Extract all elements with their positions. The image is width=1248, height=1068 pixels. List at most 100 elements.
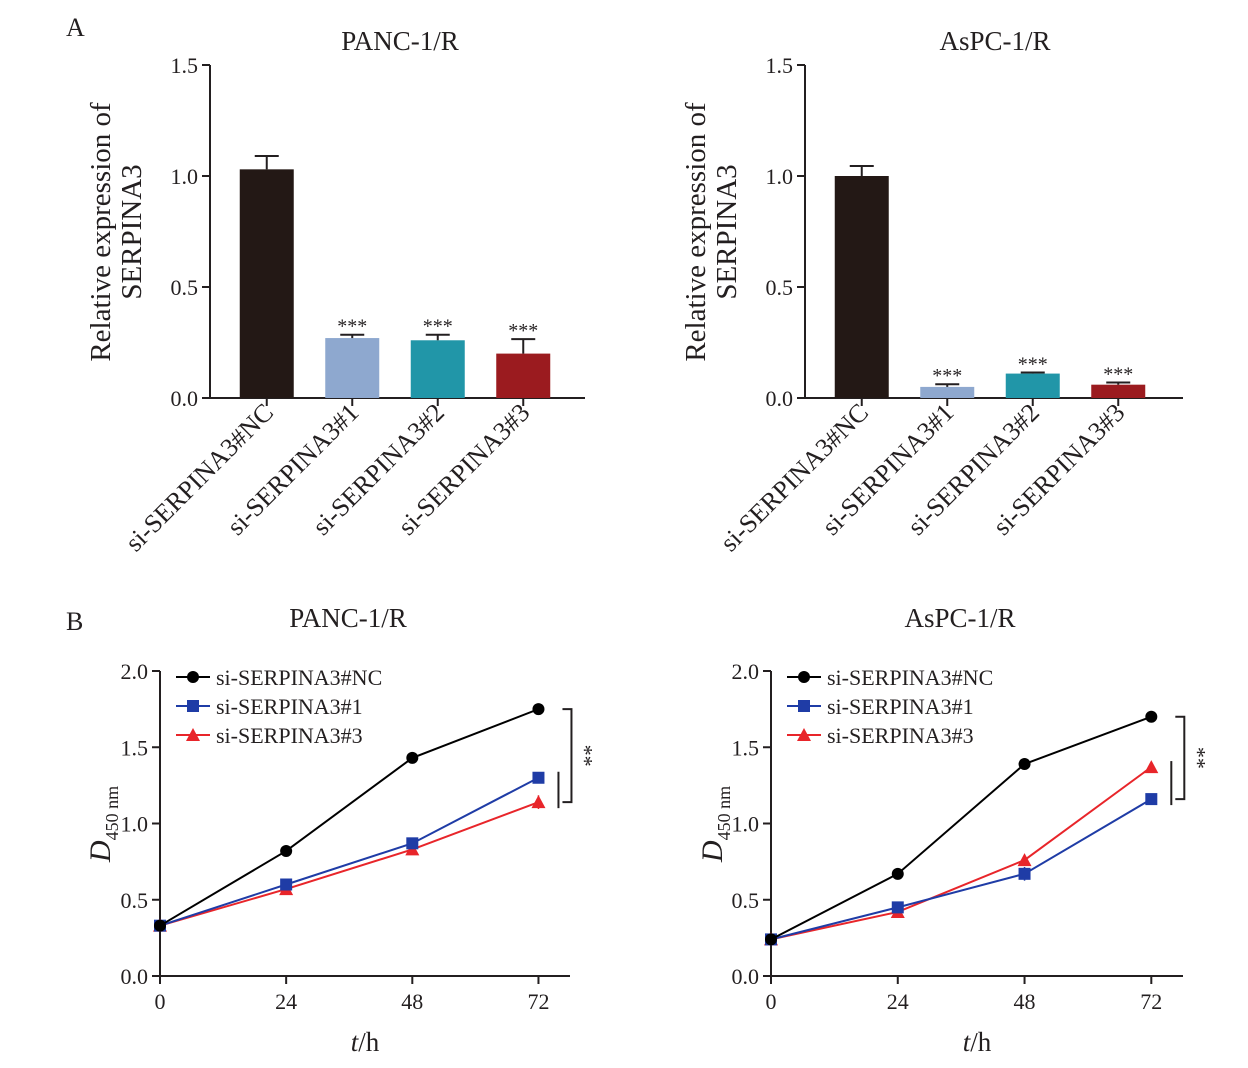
bar bbox=[496, 353, 551, 398]
data-point bbox=[531, 795, 546, 809]
y-axis-label-sub: 450 nm bbox=[102, 786, 122, 841]
bar-chart-aspc1r: AsPC-1/R Relative expression ofSERPINA3 0.… bbox=[680, 26, 1183, 557]
significance-label: *** bbox=[337, 316, 367, 338]
x-axis-label-var: t bbox=[963, 1027, 972, 1057]
significance-bracket bbox=[1175, 715, 1186, 801]
y-axis-label-main: D bbox=[696, 840, 729, 863]
y-axis-label: Relative expression ofSERPINA3 bbox=[85, 102, 148, 362]
y-axis-label: D450 nm bbox=[84, 786, 122, 863]
x-axis-label-var: t bbox=[351, 1027, 360, 1057]
chart-title: AsPC-1/R bbox=[939, 26, 1050, 56]
data-point bbox=[154, 919, 166, 932]
significance-label: *** bbox=[932, 365, 962, 387]
y-axis-label: Relative expression ofSERPINA3 bbox=[680, 102, 743, 362]
panel-letter-b: B bbox=[66, 607, 83, 636]
x-tick-label: 0 bbox=[766, 989, 777, 1014]
y-tick-label: 1.0 bbox=[766, 164, 794, 189]
legend-label: si-SERPINA3#3 bbox=[216, 723, 363, 748]
data-point bbox=[765, 933, 777, 946]
significance-label: *** bbox=[423, 316, 453, 338]
data-point bbox=[280, 844, 293, 857]
significance-bracket bbox=[562, 708, 573, 804]
data-point bbox=[532, 771, 545, 784]
data-point bbox=[797, 728, 811, 741]
series-line bbox=[159, 801, 539, 927]
data-point bbox=[1145, 710, 1158, 723]
significance-label: ** bbox=[572, 745, 597, 767]
data-point bbox=[187, 700, 199, 712]
x-axis-label: t/h bbox=[351, 1027, 380, 1057]
line-chart-aspc1r: AsPC-1/R D450 nm t/h 0.0 0.5 1.0 1.5 2.0 0 24 48 72… bbox=[696, 603, 1210, 1057]
x-tick-label: 24 bbox=[887, 989, 909, 1014]
y-tick-label: 1.5 bbox=[766, 53, 794, 78]
x-tick-label: 72 bbox=[527, 989, 549, 1014]
y-tick-label: 1.5 bbox=[171, 53, 199, 78]
chart-title: PANC-1/R bbox=[289, 603, 407, 633]
chart-title: PANC-1/R bbox=[341, 26, 459, 56]
y-tick-label: 1.5 bbox=[121, 735, 149, 760]
y-axis-label-line: Relative expression of bbox=[85, 102, 117, 362]
data-point bbox=[186, 728, 200, 741]
x-tick-label: 48 bbox=[401, 989, 423, 1014]
data-point bbox=[1144, 760, 1159, 774]
bar bbox=[920, 386, 975, 398]
bar bbox=[834, 176, 889, 398]
y-tick-label: 0.5 bbox=[732, 888, 760, 913]
data-point bbox=[1018, 758, 1031, 771]
y-axis-label: D450 nm bbox=[696, 786, 734, 863]
data-point bbox=[798, 671, 810, 683]
bar bbox=[1005, 373, 1060, 398]
significance-label: *** bbox=[1103, 363, 1133, 385]
y-axis-label-line: SERPINA3 bbox=[711, 164, 743, 299]
significance-label: *** bbox=[508, 320, 538, 342]
y-tick-label: 0.0 bbox=[766, 386, 794, 411]
y-tick-label: 0.5 bbox=[766, 275, 794, 300]
y-axis-label-line: SERPINA3 bbox=[116, 164, 148, 299]
data-point bbox=[406, 751, 419, 764]
legend-label: si-SERPINA3#NC bbox=[216, 665, 382, 690]
y-axis-label-main: D bbox=[84, 840, 117, 863]
x-tick-label: 24 bbox=[275, 989, 297, 1014]
x-axis-label-unit: /h bbox=[358, 1027, 380, 1057]
significance-label: ** bbox=[1185, 747, 1210, 769]
data-point bbox=[798, 700, 810, 712]
series-line bbox=[770, 798, 1152, 941]
series-line bbox=[770, 715, 1152, 941]
y-tick-label: 0.0 bbox=[732, 964, 760, 989]
y-tick-label: 0.5 bbox=[121, 888, 149, 913]
x-tick-label: 72 bbox=[1140, 989, 1162, 1014]
y-tick-label: 2.0 bbox=[732, 659, 760, 684]
x-tick-label: 48 bbox=[1014, 989, 1036, 1014]
y-tick-label: 1.5 bbox=[732, 735, 760, 760]
bar bbox=[239, 169, 294, 398]
y-tick-label: 0.5 bbox=[171, 275, 199, 300]
x-tick-label: si-SERPINA3#NC bbox=[120, 398, 279, 557]
series-line bbox=[770, 766, 1152, 941]
chart-title: AsPC-1/R bbox=[904, 603, 1015, 633]
legend-label: si-SERPINA3#1 bbox=[216, 694, 363, 719]
data-point bbox=[1018, 867, 1031, 880]
bar bbox=[325, 338, 380, 398]
legend-label: si-SERPINA3#NC bbox=[827, 665, 993, 690]
series-line bbox=[159, 776, 539, 927]
data-point bbox=[406, 837, 419, 850]
y-tick-label: 0.0 bbox=[121, 964, 149, 989]
bar bbox=[410, 340, 465, 398]
x-axis-label: t/h bbox=[963, 1027, 992, 1057]
legend-label: si-SERPINA3#1 bbox=[827, 694, 974, 719]
data-point bbox=[187, 671, 199, 683]
bar bbox=[1091, 384, 1146, 398]
x-axis-label-unit: /h bbox=[970, 1027, 992, 1057]
data-point bbox=[1017, 853, 1032, 867]
series-line bbox=[159, 708, 539, 927]
y-axis-label-sub: 450 nm bbox=[714, 786, 734, 841]
y-tick-label: 1.0 bbox=[732, 812, 760, 837]
panel-letter-a: A bbox=[66, 13, 85, 42]
x-tick-label: si-SERPINA3#NC bbox=[715, 398, 874, 557]
y-axis-label-line: Relative expression of bbox=[680, 102, 712, 362]
bar-chart-panc1r: PANC-1/R Relative expression ofSERPINA3 0.… bbox=[85, 26, 585, 557]
data-point bbox=[1145, 793, 1158, 806]
y-tick-label: 1.0 bbox=[121, 812, 149, 837]
significance-label: *** bbox=[1018, 353, 1048, 375]
